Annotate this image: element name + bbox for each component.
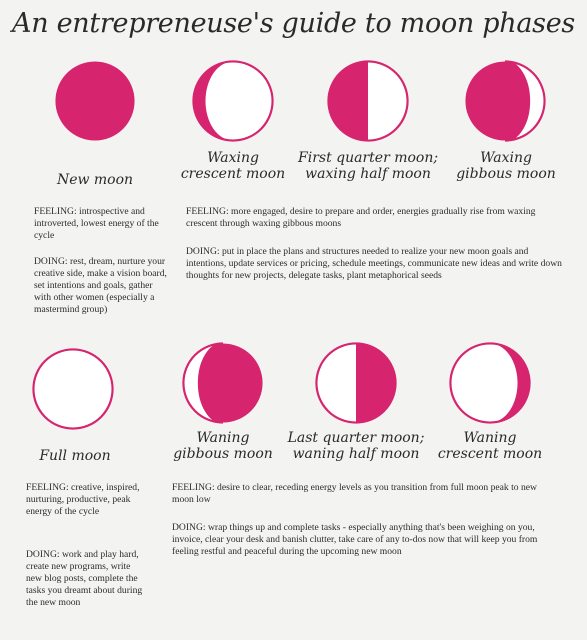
last-quarter-label: Last quarter moon; waning half moon	[287, 430, 425, 462]
new-moon-doing: DOING: rest, dream, nurture your creativ…	[34, 256, 167, 315]
full-moon-doing: DOING: work and play hard, create new pr…	[26, 549, 143, 608]
full-moon-label: Full moon	[39, 448, 111, 464]
waxing-crescent-label: Waxing crescent moon	[180, 150, 286, 182]
waning-crescent-moon-icon	[447, 340, 533, 426]
new-moon-icon	[52, 58, 138, 144]
waning-crescent-label: Waning crescent moon	[437, 430, 543, 462]
waxing-doing: DOING: put in place the plans and struct…	[186, 246, 562, 281]
first-quarter-label: First quarter moon; waxing half moon	[298, 150, 439, 182]
waxing-gibbous-label: Waxing gibbous moon	[456, 150, 556, 182]
page-title: An entrepreneuse's guide to moon phases	[12, 8, 575, 39]
full-moon-icon	[30, 346, 116, 432]
first-quarter-moon-icon	[325, 58, 411, 144]
waxing-gibbous-moon-icon	[462, 58, 548, 144]
waxing-crescent-moon-icon	[190, 58, 276, 144]
full-moon-feeling: FEELING: creative, inspired, nurturing, …	[26, 482, 140, 517]
waning-gibbous-moon-icon	[180, 340, 266, 426]
new-moon-feeling: FEELING: introspective and introverted, …	[34, 206, 159, 241]
waning-gibbous-label: Waning gibbous moon	[173, 430, 273, 462]
last-quarter-moon-icon	[313, 340, 399, 426]
new-moon-label: New moon	[56, 172, 134, 188]
waning-doing: DOING: wrap things up and complete tasks…	[172, 522, 538, 557]
waning-feeling: FEELING: desire to clear, receding energ…	[172, 482, 537, 505]
waxing-feeling: FEELING: more engaged, desire to prepare…	[186, 206, 536, 229]
